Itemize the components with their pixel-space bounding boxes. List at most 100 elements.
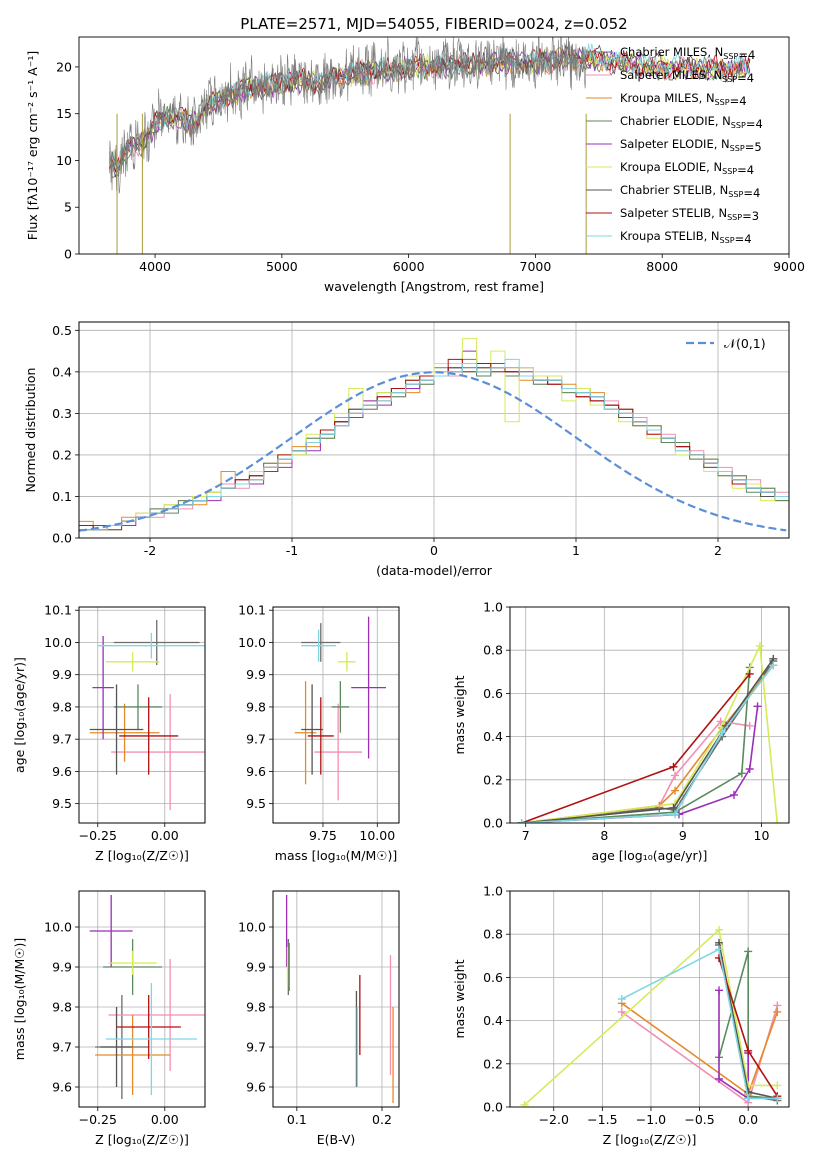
y-tick-label: 9.8 — [52, 699, 72, 714]
weight-line — [521, 660, 774, 823]
weight-point-marker — [745, 669, 754, 678]
label-part: =4 — [738, 48, 755, 62]
x-tick-label: 7 — [522, 828, 530, 843]
weight-point-marker — [715, 1074, 724, 1083]
weight-lines — [520, 925, 782, 1107]
y-tick-label: 0.0 — [483, 1100, 503, 1115]
label-part: =5 — [745, 140, 762, 154]
y-tick-label: 9.9 — [246, 960, 266, 975]
x-tick-label: 10 — [754, 828, 770, 843]
x-axis-label: Z [log₁₀(Z/Z☉)] — [603, 1132, 697, 1147]
x-tick-label: 8000 — [646, 259, 678, 274]
histogram-step-line — [79, 358, 789, 531]
axes-frame — [78, 321, 790, 539]
y-tick-label: 9.6 — [246, 764, 266, 779]
normal-distribution-curve — [79, 371, 787, 532]
y-tick-label: 0 — [64, 247, 72, 262]
x-tick-label: 1 — [572, 543, 580, 558]
label-subscript: SSP — [723, 52, 738, 61]
y-tick-label: 10.0 — [238, 920, 266, 935]
y-tick-label: 0.4 — [483, 729, 503, 744]
x-tick-label: -1 — [286, 543, 298, 558]
y-tick-label: 5 — [64, 200, 72, 215]
x-axis-label: mass [log₁₀(M/M☉)] — [275, 848, 397, 863]
x-tick-label: 6000 — [393, 259, 425, 274]
weight-point-marker — [671, 771, 680, 780]
axes-frame — [509, 890, 790, 1108]
y-tick-label: 9.8 — [52, 1000, 72, 1015]
weight-point-marker — [671, 786, 680, 795]
y-tick-label: 0.1 — [52, 489, 72, 504]
x-tick-label: 7000 — [520, 259, 552, 274]
weight-point-marker — [617, 995, 626, 1003]
mass-vs-metallicity-panel: −0.25 0.00 9.6 9.7 9.8 9.9 10.0 Z [log₁₀(Z/Z☉)]… — [12, 890, 206, 1147]
y-tick-label: 15 — [56, 106, 72, 121]
weight-point-marker — [617, 1007, 626, 1016]
y-tick-label: 1.0 — [483, 884, 503, 899]
histogram-steps — [79, 338, 789, 532]
weight-point-marker — [715, 986, 724, 995]
label-part: =3 — [742, 209, 759, 223]
y-tick-label: 1.0 — [483, 600, 503, 615]
y-axis-label: Normed distribution — [23, 368, 38, 493]
weight-point-marker — [744, 1046, 753, 1055]
weight-point-marker — [715, 925, 724, 934]
y-tick-label: 10.1 — [44, 603, 72, 618]
label-subscript: SSP — [731, 121, 746, 130]
y-tick-label: 0.3 — [52, 406, 72, 421]
weight-point-marker — [745, 765, 754, 773]
label-part: =4 — [737, 71, 754, 85]
x-tick-label: 2 — [714, 543, 722, 558]
weight-line — [524, 928, 778, 1106]
label-part: Chabrier STELIB, N — [620, 183, 728, 197]
legend-label: Chabrier STELIB, NSSP=4 — [620, 183, 760, 200]
x-tick-label: 4000 — [139, 259, 171, 274]
y-tick-label: 0.8 — [483, 927, 503, 942]
y-tick-label: 9.5 — [52, 796, 72, 811]
y-tick-label: 10.0 — [44, 635, 72, 650]
label-subscript: SSP — [722, 75, 737, 84]
weight-point-marker — [737, 769, 746, 778]
spectrum-lines — [109, 37, 751, 254]
y-tick-label: 0.4 — [483, 1013, 503, 1028]
x-tick-label: −1.0 — [636, 1112, 666, 1127]
label-subscript: SSP — [715, 98, 730, 107]
x-tick-label: −0.5 — [684, 1112, 714, 1127]
axes-frame — [272, 606, 400, 824]
y-tick-label: 9.7 — [52, 732, 72, 747]
y-tick-label: 9.6 — [52, 1080, 72, 1095]
y-tick-label: 9.9 — [246, 667, 266, 682]
axes-frame — [78, 36, 790, 255]
weight-lines — [517, 641, 782, 823]
legend-label: Kroupa MILES, NSSP=4 — [620, 91, 747, 108]
y-tick-label: 10.0 — [238, 635, 266, 650]
y-tick-label: 10 — [56, 153, 72, 168]
y-tick-label: 9.7 — [246, 1040, 266, 1055]
y-tick-label: 0.0 — [52, 531, 72, 546]
label-part: Kroupa MILES, N — [620, 91, 715, 105]
x-tick-label: 9.75 — [309, 828, 337, 843]
legend-label: Kroupa ELODIE, NSSP=4 — [620, 160, 754, 177]
axes-frame — [272, 606, 400, 824]
mass-weight-vs-age-panel: 7 8 9 10 0.0 0.2 0.4 0.6 0.8 1.0 age [log₁₀(age/yr… — [452, 600, 790, 863]
x-tick-label: -2 — [144, 543, 156, 558]
axes-frame — [509, 606, 790, 824]
label-part: =4 — [730, 94, 747, 108]
weight-line — [521, 658, 774, 823]
x-tick-label: 9 — [679, 828, 687, 843]
weight-point-marker — [769, 661, 778, 670]
weight-line — [521, 642, 778, 823]
label-subscript: SSP — [730, 144, 745, 153]
y-tick-label: 9.5 — [246, 796, 266, 811]
y-tick-label: 9.6 — [52, 764, 72, 779]
x-axis-label: wavelength [Angstrom, rest frame] — [324, 279, 544, 294]
legend-label: Salpeter MILES, NSSP=4 — [620, 68, 754, 85]
figure-title: PLATE=2571, MJD=54055, FIBERID=0024, z=0… — [240, 15, 627, 33]
axes-frame — [509, 606, 790, 824]
x-tick-label: 5000 — [266, 259, 298, 274]
legend-label: Kroupa STELIB, NSSP=4 — [620, 229, 752, 246]
label-part: =4 — [743, 186, 760, 200]
y-tick-label: 0.2 — [483, 772, 503, 787]
y-axis-label: mass [log₁₀(M/M☉)] — [12, 938, 27, 1060]
y-tick-label: 20 — [56, 59, 72, 74]
